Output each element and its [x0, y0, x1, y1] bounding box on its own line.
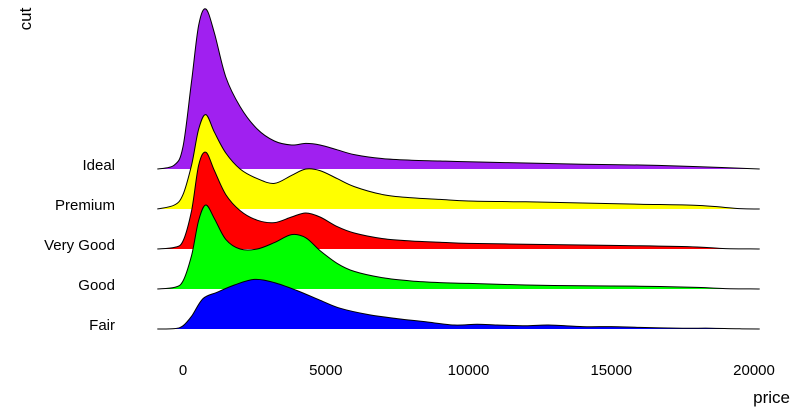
ridges-group: [157, 8, 760, 330]
x-tick-label-20000: 20000: [733, 362, 775, 379]
y-tick-label-fair: Fair: [89, 317, 115, 334]
x-tick-label-10000: 10000: [448, 362, 490, 379]
ridge-ideal-outline: [157, 8, 760, 170]
ridge-premium-outline: [157, 114, 760, 210]
x-axis-title: price: [753, 388, 790, 407]
ridge-good-area: [157, 204, 760, 289]
ridge-fair-area: [157, 279, 760, 329]
ridge-good-outline: [157, 204, 760, 290]
y-tick-label-good: Good: [78, 277, 115, 294]
ridge-very-good-outline: [157, 151, 760, 250]
y-tick-labels: Ideal Premium Very Good Good Fair: [44, 157, 115, 334]
y-axis-title: cut: [16, 7, 35, 30]
x-tick-label-5000: 5000: [309, 362, 342, 379]
y-tick-label-ideal: Ideal: [82, 157, 115, 174]
x-tick-label-15000: 15000: [590, 362, 632, 379]
y-tick-label-premium: Premium: [55, 197, 115, 214]
ridge-premium-area: [157, 114, 760, 209]
x-tick-label-0: 0: [179, 362, 187, 379]
x-tick-labels: 0 5000 10000 15000 20000: [179, 362, 775, 379]
y-tick-label-very-good: Very Good: [44, 237, 115, 254]
ridge-very-good-area: [157, 152, 760, 249]
ridge-fair-outline: [157, 278, 760, 330]
ridge-ideal-area: [157, 8, 760, 169]
